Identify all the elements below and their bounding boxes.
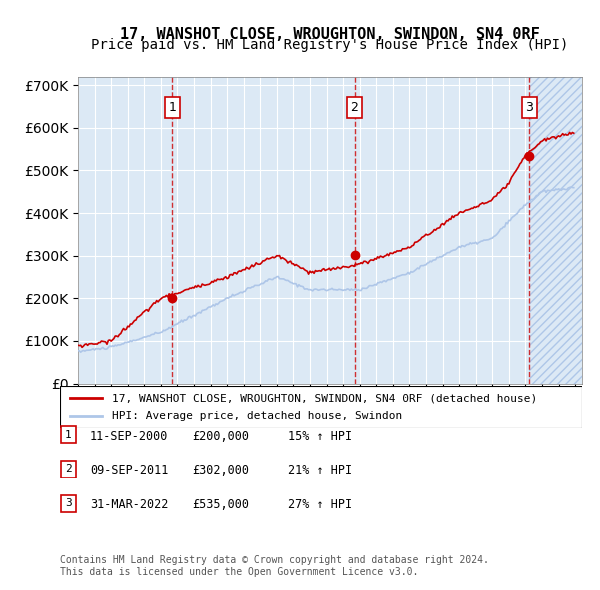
FancyBboxPatch shape [61, 427, 76, 443]
Text: Contains HM Land Registry data © Crown copyright and database right 2024.
This d: Contains HM Land Registry data © Crown c… [60, 555, 489, 577]
Text: £200,000: £200,000 [192, 430, 249, 442]
Bar [529, 77, 582, 384]
Text: 1: 1 [65, 430, 72, 440]
Text: 2: 2 [65, 464, 72, 474]
Text: Price paid vs. HM Land Registry's House Price Index (HPI): Price paid vs. HM Land Registry's House … [91, 38, 569, 53]
Text: 31-MAR-2022: 31-MAR-2022 [90, 498, 169, 511]
Text: £535,000: £535,000 [192, 498, 249, 511]
Text: £302,000: £302,000 [192, 464, 249, 477]
Text: 2: 2 [350, 101, 358, 114]
Text: 17, WANSHOT CLOSE, WROUGHTON, SWINDON, SN4 0RF: 17, WANSHOT CLOSE, WROUGHTON, SWINDON, S… [120, 27, 540, 41]
Text: 15% ↑ HPI: 15% ↑ HPI [288, 430, 352, 442]
Text: 27% ↑ HPI: 27% ↑ HPI [288, 498, 352, 511]
Text: HPI: Average price, detached house, Swindon: HPI: Average price, detached house, Swin… [112, 411, 403, 421]
Text: 11-SEP-2000: 11-SEP-2000 [90, 430, 169, 442]
FancyBboxPatch shape [61, 461, 76, 477]
Text: 17, WANSHOT CLOSE, WROUGHTON, SWINDON, SN4 0RF (detached house): 17, WANSHOT CLOSE, WROUGHTON, SWINDON, S… [112, 393, 538, 403]
Text: 3: 3 [526, 101, 533, 114]
Text: 09-SEP-2011: 09-SEP-2011 [90, 464, 169, 477]
Text: 21% ↑ HPI: 21% ↑ HPI [288, 464, 352, 477]
Text: 3: 3 [65, 499, 72, 508]
FancyBboxPatch shape [61, 495, 76, 512]
Text: 1: 1 [169, 101, 176, 114]
FancyBboxPatch shape [60, 386, 582, 428]
